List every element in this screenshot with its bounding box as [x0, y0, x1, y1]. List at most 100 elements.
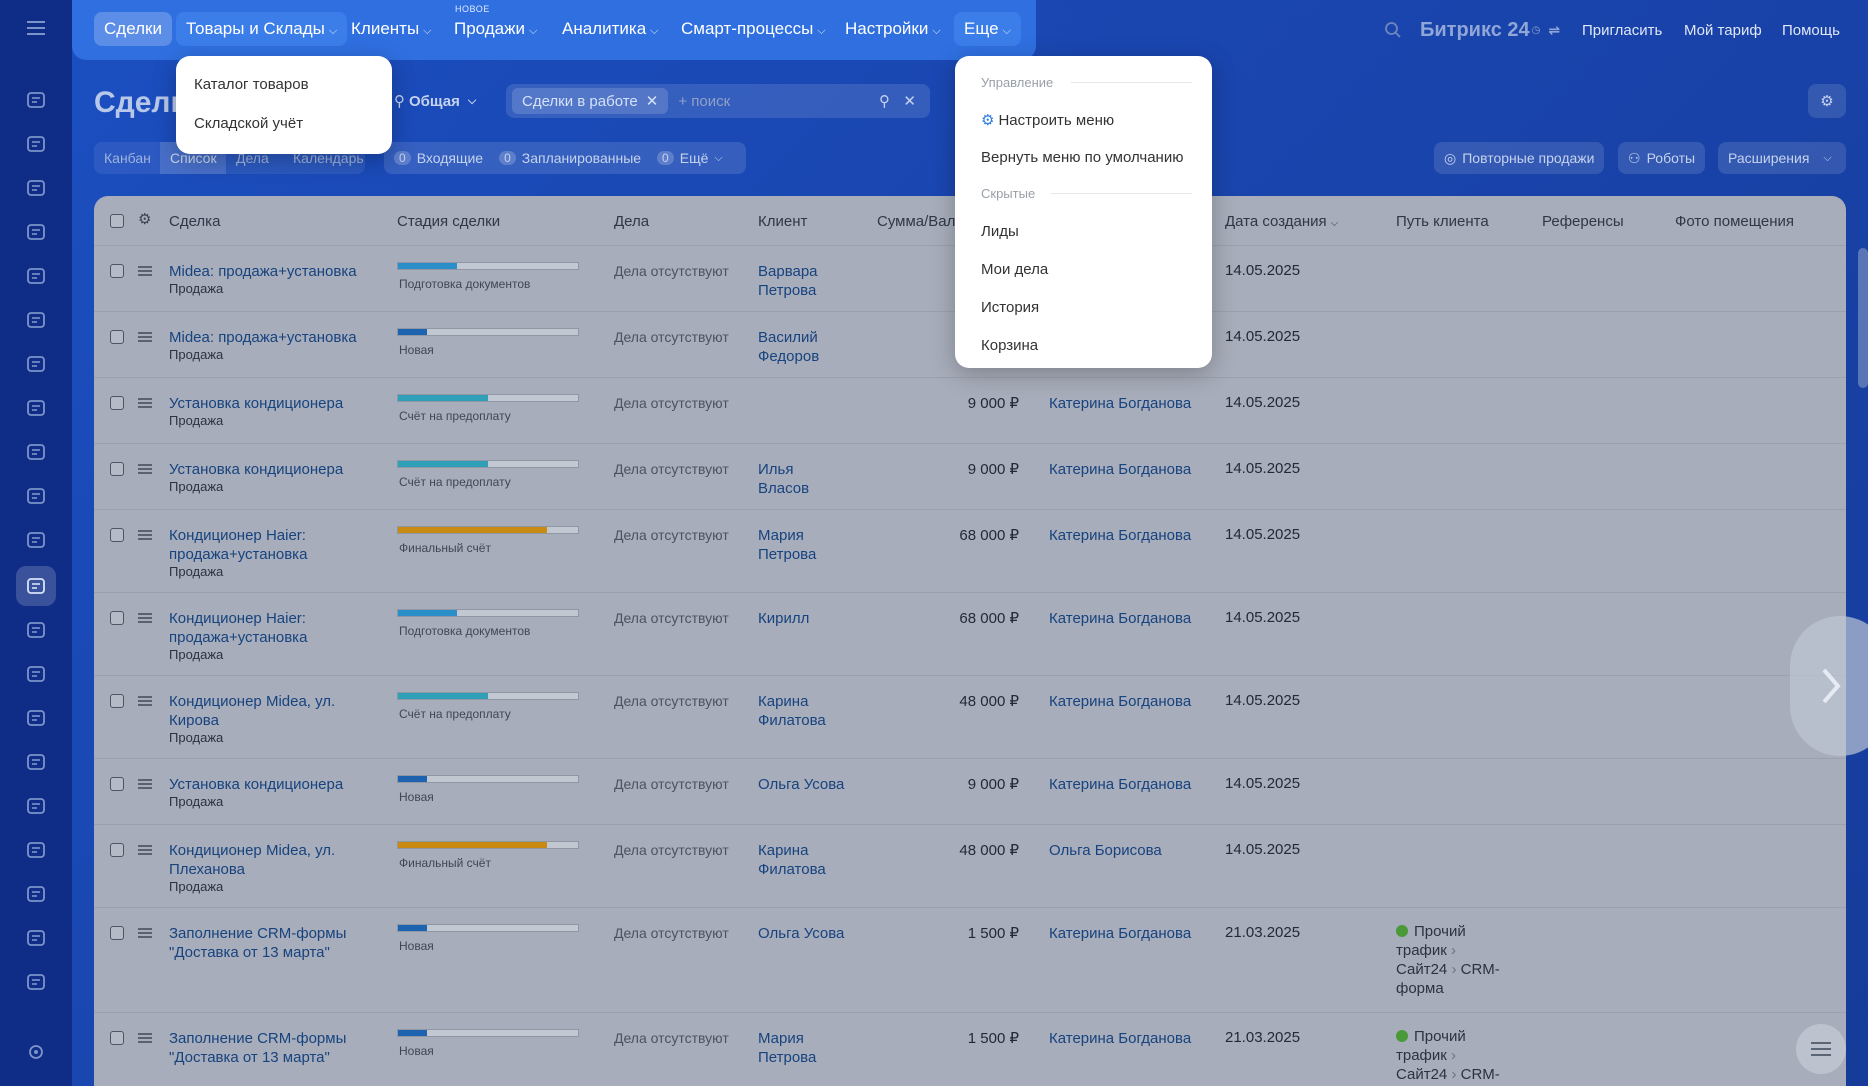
col-deal[interactable]: Сделка	[169, 213, 221, 230]
contacts-icon[interactable]	[16, 476, 56, 516]
col-created[interactable]: Дата создания ⌵	[1225, 213, 1339, 230]
hidden-item-trash[interactable]: Корзина	[981, 337, 1039, 354]
row-menu-icon[interactable]	[138, 332, 152, 342]
stage-progress-bar[interactable]	[397, 394, 579, 402]
row-menu-icon[interactable]	[138, 530, 152, 540]
schedule-icon[interactable]	[16, 610, 56, 650]
client-name-line2[interactable]: Филатова	[758, 712, 826, 729]
table-row[interactable]: Установка кондиционера Продажа Счёт на пре…	[94, 444, 1846, 510]
filter-search-bar[interactable]: Сделки в работе ✕ + поиск ⚲ ✕	[506, 84, 930, 118]
deal-cell[interactable]: Установка кондиционера Продажа	[169, 460, 343, 494]
row-menu-icon[interactable]	[138, 613, 152, 623]
deal-title[interactable]: Заполнение CRM-формы	[169, 1030, 347, 1047]
invite-link[interactable]: Пригласить	[1582, 21, 1663, 39]
responsible-user[interactable]: Катерина Богданова	[1049, 1030, 1192, 1047]
warehouse-accounting-item[interactable]: Складской учёт	[194, 115, 304, 132]
shop-icon[interactable]	[16, 742, 56, 782]
tasks-icon[interactable]	[16, 520, 56, 560]
stage-progress-bar[interactable]	[397, 1029, 579, 1037]
stage-progress-bar[interactable]	[397, 609, 579, 617]
hidden-item-history[interactable]: История	[981, 299, 1040, 316]
row-checkbox[interactable]	[110, 926, 124, 940]
robots-button[interactable]: ⚇ Роботы	[1618, 142, 1706, 174]
deal-cell[interactable]: Установка кондиционера Продажа	[169, 394, 343, 428]
menu-sales[interactable]: Продажи ⌵	[454, 19, 538, 38]
client-name[interactable]: Ольга Усова	[758, 776, 845, 793]
analytics-icon[interactable]	[16, 874, 56, 914]
row-checkbox[interactable]	[110, 843, 124, 857]
row-menu-icon[interactable]	[138, 266, 152, 276]
client-cell[interactable]: Ольга Усова	[758, 924, 844, 943]
bot-icon[interactable]	[16, 962, 56, 1002]
table-row[interactable]: Установка кондиционера Продажа Новая Дела о…	[94, 759, 1846, 825]
responsible-user[interactable]: Ольга Борисова	[1049, 842, 1162, 859]
warehouse-icon[interactable]	[16, 654, 56, 694]
groups-icon[interactable]	[16, 212, 56, 252]
col-room-photo[interactable]: Фото помещения	[1675, 213, 1795, 230]
deal-title-line2[interactable]: Плеханова	[169, 861, 245, 878]
reset-menu-item[interactable]: Вернуть меню по умолчанию	[981, 149, 1184, 166]
deal-title[interactable]: Midea: продажа+установка	[169, 263, 357, 280]
stage-progress-bar[interactable]	[397, 924, 579, 932]
row-menu-icon[interactable]	[138, 779, 152, 789]
stage-progress-bar[interactable]	[397, 775, 579, 783]
deal-cell[interactable]: Кондиционер Midea, ул. Кирова Продажа	[169, 692, 335, 745]
counter-more[interactable]: Ещё	[679, 150, 709, 166]
table-row[interactable]: Заполнение CRM-формы "Доставка от 13 март…	[94, 908, 1846, 1013]
row-menu-icon[interactable]	[138, 696, 152, 706]
boards-icon[interactable]	[16, 344, 56, 384]
filter-chip[interactable]: Сделки в работе ✕	[512, 88, 669, 114]
deal-cell[interactable]: Кондиционер Haier: продажа+установка Прода…	[169, 526, 307, 579]
stage-progress-bar[interactable]	[397, 526, 579, 534]
table-row[interactable]: Midea: продажа+установка Продажа Новая Дела…	[94, 312, 1846, 378]
deal-cell[interactable]: Установка кондиционера Продажа	[169, 775, 343, 809]
table-row[interactable]: Кондиционер Midea, ул. Плеханова Продажа Фи…	[94, 825, 1846, 908]
deal-title-line2[interactable]: продажа+установка	[169, 546, 308, 563]
client-cell[interactable]: Ольга Усова	[758, 775, 844, 794]
client-name[interactable]: Варвара	[758, 263, 818, 280]
client-cell[interactable]: Василий Федоров	[758, 328, 819, 366]
search-input[interactable]: + поиск	[678, 92, 731, 110]
crm-card-icon[interactable]	[16, 388, 56, 428]
row-checkbox[interactable]	[110, 611, 124, 625]
row-checkbox[interactable]	[110, 694, 124, 708]
responsible-user[interactable]: Катерина Богданова	[1049, 925, 1192, 942]
deal-cell[interactable]: Заполнение CRM-формы "Доставка от 13 март…	[169, 1029, 346, 1067]
client-cell[interactable]: Мария Петрова	[758, 1029, 816, 1067]
table-row[interactable]: Установка кондиционера Продажа Счёт на пре…	[94, 378, 1846, 444]
deal-title-line2[interactable]: "Доставка от 13 марта"	[169, 1049, 330, 1066]
list-icon[interactable]	[1796, 1024, 1846, 1074]
goods-catalog-item[interactable]: Каталог товаров	[194, 76, 309, 93]
view-tab-0[interactable]: Канбан	[94, 142, 160, 174]
client-name[interactable]: Кирилл	[758, 610, 810, 627]
client-name-line2[interactable]: Петрова	[758, 546, 817, 563]
messages-icon[interactable]	[16, 124, 56, 164]
columns-gear-icon[interactable]: ⚙	[138, 211, 152, 228]
hidden-item-my-tasks[interactable]: Мои дела	[981, 261, 1049, 278]
client-name-line2[interactable]: Филатова	[758, 861, 826, 878]
deal-title[interactable]: Кондиционер Haier:	[169, 610, 306, 627]
deal-cell[interactable]: Midea: продажа+установка Продажа	[169, 262, 357, 296]
responsible-user[interactable]: Катерина Богданова	[1049, 776, 1192, 793]
calendar-icon[interactable]	[16, 256, 56, 296]
brand-settings-icon[interactable]: ⇌	[1548, 21, 1561, 38]
menu-burger-icon[interactable]	[16, 18, 56, 38]
search-icon[interactable]: ⚲	[879, 93, 890, 110]
deal-title[interactable]: Установка кондиционера	[169, 776, 344, 793]
table-row[interactable]: Заполнение CRM-формы "Доставка от 13 март…	[94, 1013, 1846, 1086]
menu-analytics[interactable]: Аналитика ⌵	[562, 19, 659, 38]
client-cell[interactable]: Кирилл	[758, 609, 809, 628]
marketing-icon[interactable]	[16, 698, 56, 738]
scrollbar[interactable]	[1858, 248, 1868, 388]
stage-progress-bar[interactable]	[397, 328, 579, 336]
client-cell[interactable]: Илья Власов	[758, 460, 809, 498]
menu-clients[interactable]: Клиенты ⌵	[351, 19, 432, 38]
client-name[interactable]: Илья	[758, 461, 794, 478]
sign-icon[interactable]	[16, 830, 56, 870]
col-tasks[interactable]: Дела	[614, 213, 650, 230]
menu-goods-warehouses[interactable]: Товары и Склады ⌵	[176, 12, 348, 46]
deal-title-line2[interactable]: продажа+установка	[169, 629, 308, 646]
row-menu-icon[interactable]	[138, 1033, 152, 1043]
deal-cell[interactable]: Кондиционер Haier: продажа+установка Прода…	[169, 609, 307, 662]
counter-planned[interactable]: Запланированные	[521, 150, 642, 166]
